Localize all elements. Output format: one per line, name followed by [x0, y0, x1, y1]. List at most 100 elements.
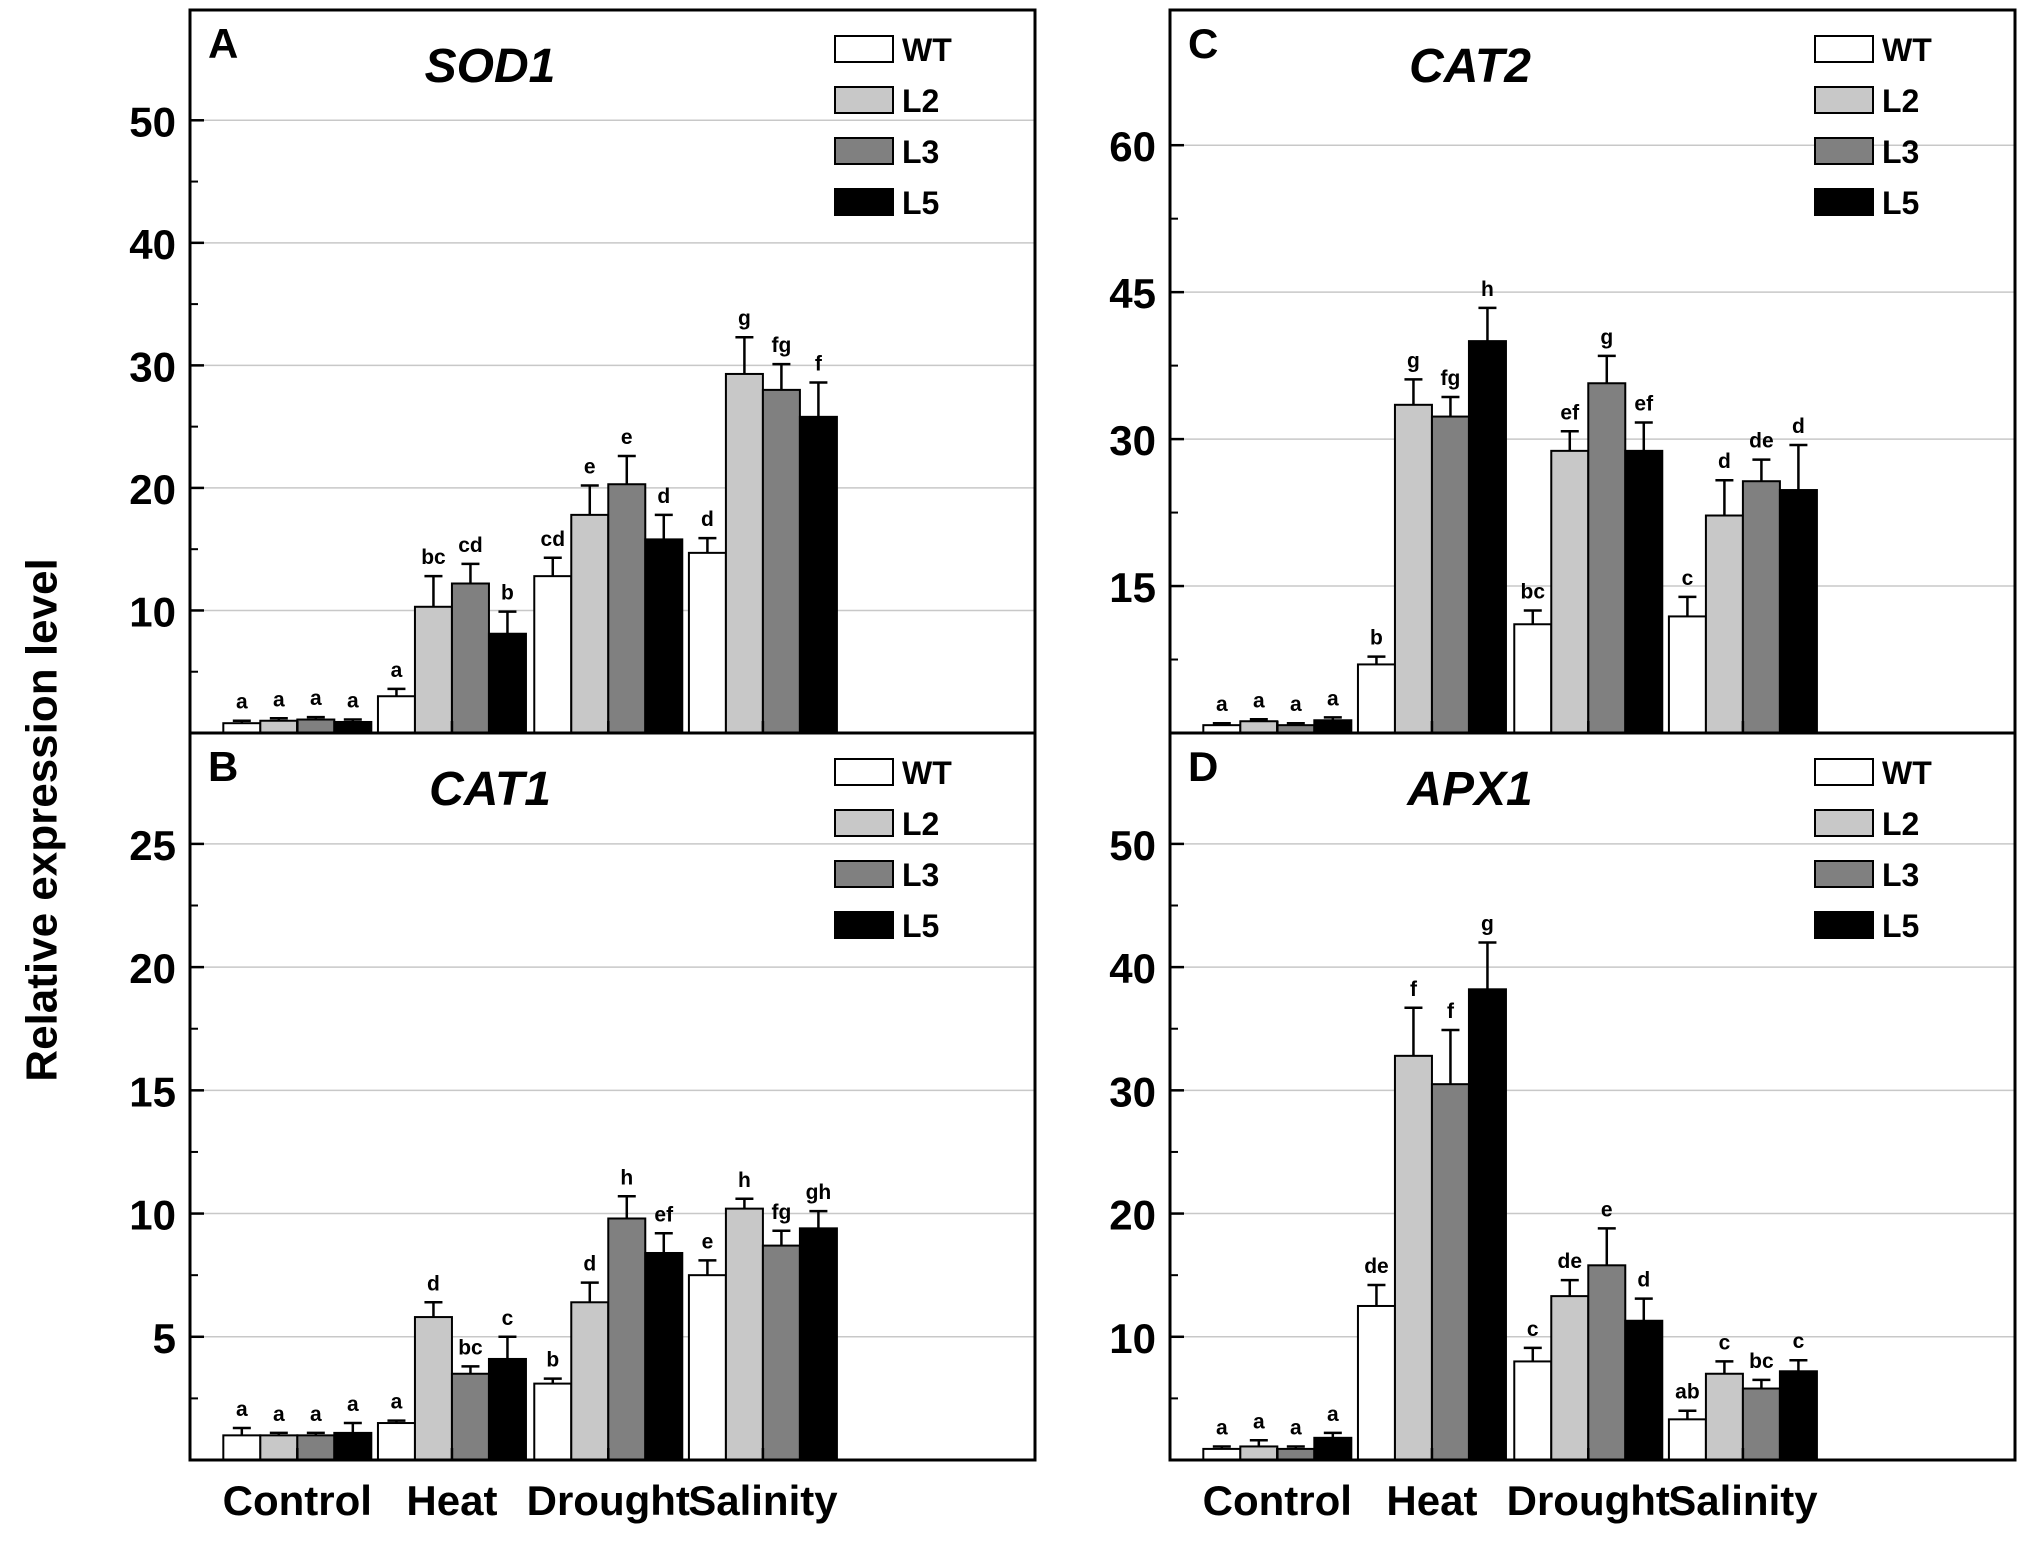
y-tick-label: 45 — [1109, 270, 1156, 317]
legend-swatch — [834, 758, 894, 786]
legend-label: L5 — [1882, 908, 1919, 944]
significance-letter: e — [584, 455, 596, 478]
y-tick-label: 15 — [1109, 564, 1156, 611]
significance-letter: d — [701, 508, 714, 531]
significance-letter: cd — [541, 528, 566, 551]
significance-letter: fg — [771, 1201, 791, 1224]
bar — [1356, 663, 1396, 735]
significance-letter: bc — [1521, 581, 1546, 604]
legend-label: WT — [1882, 755, 1932, 791]
x-tick-label: Heat — [1386, 1477, 1477, 1524]
legend-swatch — [1814, 137, 1874, 165]
bar — [259, 1434, 299, 1462]
bar — [1393, 1054, 1433, 1461]
legend-swatch — [1814, 911, 1874, 939]
bar — [1202, 1447, 1242, 1461]
bar — [1239, 720, 1279, 734]
panel-letter: C — [1188, 20, 1218, 67]
bar — [1587, 382, 1627, 734]
bar — [376, 695, 416, 735]
significance-letter: a — [273, 688, 285, 711]
bar — [644, 1251, 684, 1462]
significance-letter: h — [738, 1169, 751, 1192]
bar — [533, 575, 573, 734]
legend-label: L2 — [902, 806, 939, 842]
significance-letter: a — [1290, 693, 1302, 716]
significance-letter: de — [1749, 430, 1774, 453]
bar — [1430, 415, 1470, 734]
bar — [1704, 514, 1744, 735]
bar — [1239, 1445, 1279, 1462]
significance-letter: a — [310, 687, 322, 710]
significance-letter: g — [1407, 349, 1420, 372]
bar — [1550, 1295, 1590, 1461]
significance-letter: a — [1253, 689, 1265, 712]
significance-letter: b — [501, 582, 514, 605]
y-tick-label: 10 — [129, 1192, 176, 1239]
bar — [724, 1207, 764, 1461]
significance-letter: e — [621, 426, 633, 449]
bar — [570, 1301, 610, 1461]
significance-letter: bc — [1749, 1350, 1774, 1373]
panel-title: CAT2 — [1409, 40, 1531, 93]
y-tick-label: 30 — [1109, 1068, 1156, 1115]
bar — [1513, 623, 1553, 735]
legend-swatch — [834, 188, 894, 216]
significance-letter: a — [1216, 693, 1228, 716]
legend-swatch — [834, 86, 894, 114]
significance-letter: f — [1410, 978, 1418, 1001]
significance-letter: c — [1682, 567, 1694, 590]
bar — [487, 632, 527, 734]
bar — [450, 1372, 490, 1461]
legend-label: L3 — [902, 134, 939, 170]
significance-letter: c — [1527, 1318, 1539, 1341]
bar — [487, 1357, 527, 1462]
bar — [296, 1434, 336, 1462]
x-tick-label: Salinity — [688, 1477, 838, 1524]
bar — [607, 1217, 647, 1462]
bar — [644, 538, 684, 734]
bar — [533, 1382, 573, 1461]
bar — [761, 388, 801, 734]
significance-letter: d — [427, 1272, 440, 1295]
significance-letter: ab — [1675, 1381, 1700, 1404]
legend-swatch — [834, 911, 894, 939]
legend-swatch — [1814, 758, 1874, 786]
significance-letter: bc — [421, 546, 446, 569]
y-tick-label: 20 — [129, 466, 176, 513]
bar — [1624, 449, 1664, 734]
significance-letter: d — [1718, 450, 1731, 473]
legend-label: L3 — [902, 857, 939, 893]
panel-letter: D — [1188, 743, 1218, 790]
significance-letter: a — [1216, 1416, 1228, 1439]
legend-label: L5 — [902, 908, 939, 944]
panel-letter: A — [208, 20, 238, 67]
bar — [333, 1431, 373, 1461]
significance-letter: d — [583, 1253, 596, 1276]
y-tick-label: 50 — [1109, 822, 1156, 869]
significance-letter: d — [657, 485, 670, 508]
significance-letter: de — [1558, 1250, 1583, 1273]
significance-letter: f — [1447, 1000, 1455, 1023]
significance-letter: d — [1792, 415, 1805, 438]
bar — [1313, 719, 1353, 734]
significance-letter: c — [1793, 1330, 1805, 1353]
legend-swatch — [834, 35, 894, 63]
significance-letter: a — [391, 1391, 403, 1414]
legend-label: WT — [1882, 32, 1932, 68]
significance-letter: bc — [458, 1336, 483, 1359]
plot-frame — [1168, 731, 2017, 1462]
bar — [1778, 489, 1818, 734]
bar — [1313, 1436, 1353, 1461]
x-tick-label: Drought — [527, 1477, 690, 1524]
significance-letter: b — [546, 1349, 559, 1372]
y-tick-label: 5 — [153, 1315, 176, 1362]
legend-swatch — [834, 137, 894, 165]
bar — [687, 551, 727, 735]
legend-label: L3 — [1882, 134, 1919, 170]
y-tick-label: 25 — [129, 822, 176, 869]
y-tick-label: 50 — [129, 98, 176, 145]
bar — [1624, 1319, 1664, 1461]
